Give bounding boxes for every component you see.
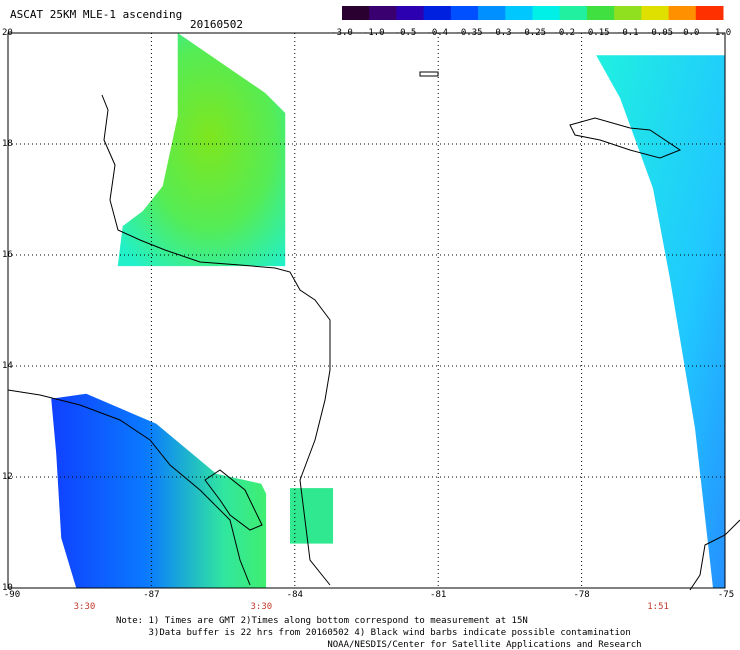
colorbar-swatch	[559, 6, 588, 20]
colorbar	[342, 6, 724, 20]
latitude-label: 16	[2, 250, 13, 260]
colorbar-label: 1.0	[714, 28, 732, 38]
time-label: 3:30	[250, 602, 273, 612]
colorbar-label: 0.0	[683, 28, 700, 38]
colorbar-label: -0.05	[645, 28, 674, 38]
latitude-label: 18	[2, 139, 13, 149]
colorbar-swatch	[532, 6, 561, 20]
colorbar-label: -0.35	[455, 28, 483, 38]
colorbar-label: -0.2	[553, 28, 576, 38]
map-title: ASCAT 25KM MLE-1 ascending	[10, 8, 183, 21]
colorbar-swatch	[695, 6, 724, 20]
coastline-jamaica	[569, 117, 682, 159]
colorbar-label: -0.25	[518, 28, 547, 38]
coastline-gulf-fonseca	[204, 469, 263, 531]
colorbar-label: -1.0	[362, 28, 385, 38]
small-patch	[290, 488, 334, 544]
east-swath	[596, 55, 725, 588]
colorbar-label: -0.4	[426, 28, 449, 38]
colorbar-label: -0.5	[394, 28, 417, 38]
longitude-label: -84	[286, 590, 303, 600]
coastline-east-right	[689, 519, 740, 591]
colorbar-swatch	[478, 6, 506, 20]
longitude-label: -90	[3, 590, 21, 600]
colorbar-swatch	[614, 6, 642, 20]
colorbar-swatch	[641, 6, 670, 20]
longitude-label: -75	[717, 590, 735, 600]
colorbar-label: -0.15	[582, 28, 610, 38]
map-frame	[7, 32, 726, 589]
map-date: 20160502	[190, 18, 243, 31]
coastline	[7, 71, 740, 591]
colorbar-label: -0.3	[489, 28, 512, 38]
colorbar-swatch	[396, 6, 425, 20]
time-label: 3:30	[73, 602, 96, 612]
coastline-central-america	[101, 94, 331, 586]
coastline-pacific	[7, 389, 251, 586]
longitude-label: -81	[430, 590, 447, 600]
west-swath-north	[117, 33, 286, 267]
colorbar-swatch	[586, 6, 615, 20]
wind-swaths	[51, 33, 725, 588]
coastline-cayman	[419, 71, 439, 77]
latitude-label: 14	[2, 361, 13, 371]
time-label: 1:51	[647, 602, 669, 612]
note-line-2: 3)Data buffer is 22 hrs from 20160502 4)…	[116, 628, 631, 638]
colorbar-swatch	[450, 6, 479, 20]
latitude-label: 20	[2, 28, 13, 38]
note-line-1: Note: 1) Times are GMT 2)Times along bot…	[116, 616, 528, 626]
west-swath-south	[51, 393, 267, 588]
colorbar-swatch	[369, 6, 397, 20]
longitude-label: -78	[573, 590, 590, 600]
colorbar-swatch	[342, 6, 370, 20]
latitude-label: 12	[2, 472, 13, 482]
colorbar-swatch	[668, 6, 697, 20]
latitude-label: 10	[2, 583, 13, 593]
colorbar-swatch	[505, 6, 533, 20]
colorbar-label: -0.1	[616, 28, 639, 38]
longitude-label: -87	[143, 590, 160, 600]
note-line-3: NOAA/NESDIS/Center for Satellite Applica…	[116, 640, 642, 650]
colorbar-label: -3.0	[331, 28, 353, 38]
colorbar-swatch	[423, 6, 452, 20]
